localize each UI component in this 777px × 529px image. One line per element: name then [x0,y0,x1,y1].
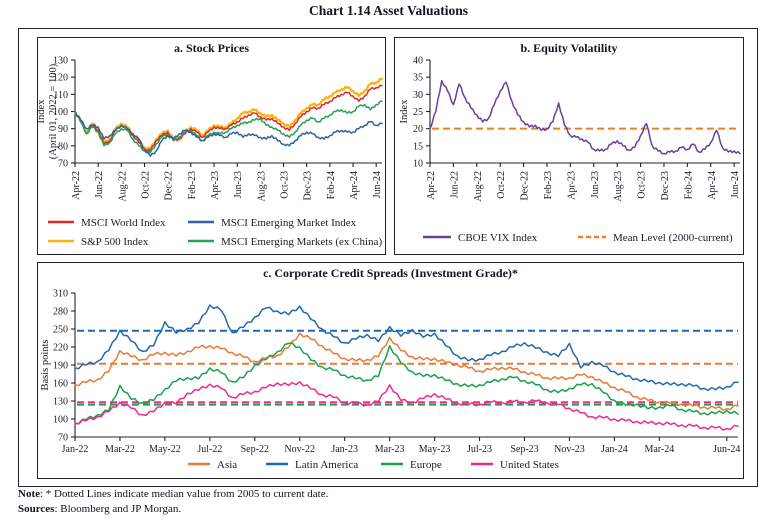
sources-text: Sources: Bloomberg and JP Morgan. [18,503,182,515]
svg-text:Sep-22: Sep-22 [241,444,269,455]
svg-text:Apr-22: Apr-22 [71,171,82,200]
svg-text:Basis points: Basis points [40,339,51,390]
note-text: Note: * Dotted Lines indicate median val… [18,488,329,500]
svg-text:250: 250 [53,325,68,336]
svg-text:Aug-23: Aug-23 [613,171,624,202]
panel-equity-volatility: b. Equity Volatility 10 15 20 25 30 35 40 Apr-2… [394,37,744,255]
svg-text:Jul-23: Jul-23 [467,444,492,455]
svg-text:Index: Index [399,99,410,124]
svg-text:Apr-22: Apr-22 [426,171,437,200]
svg-text:110: 110 [53,90,68,101]
svg-text:Feb-23: Feb-23 [187,171,198,199]
note-label: Note [18,488,40,500]
svg-text:Latin America: Latin America [295,459,358,471]
svg-text:Mar-24: Mar-24 [644,444,674,455]
svg-text:(April 01, 2022 = 100): (April 01, 2022 = 100) [48,63,59,159]
panel-b-title: b. Equity Volatility [520,41,618,55]
svg-text:MSCI Emerging Market Index: MSCI Emerging Market Index [221,217,357,229]
svg-text:Jun-24: Jun-24 [713,444,740,455]
svg-text:Aug-22: Aug-22 [473,171,484,202]
svg-text:30: 30 [413,90,423,101]
stock-prices-chart: 70 80 90 100 110 120 130 Apr-22 Jun-22 Aug-22 Oct-… [36,56,383,249]
credit-spreads-chart: 70 100 130 160 190 220 250 280 310 Jan-22 Mar-22 Ma… [40,289,740,472]
svg-text:Dec-22: Dec-22 [164,171,175,200]
svg-text:220: 220 [53,343,68,354]
svg-text:Jun-24: Jun-24 [372,171,383,198]
panel-credit-spreads: c. Corporate Credit Spreads (Investment … [37,262,744,479]
svg-text:Jan-23: Jan-23 [331,444,358,455]
svg-text:35: 35 [413,73,423,84]
svg-text:Jan-22: Jan-22 [62,444,89,455]
svg-text:25: 25 [413,107,423,118]
svg-text:Oct-23: Oct-23 [280,171,291,199]
svg-text:Mar-23: Mar-23 [375,444,405,455]
svg-text:Feb-24: Feb-24 [326,171,337,199]
svg-text:Jun-23: Jun-23 [233,171,244,198]
svg-text:Jun-22: Jun-22 [449,171,460,198]
svg-text:100: 100 [53,415,68,426]
svg-text:Oct-22: Oct-22 [496,171,507,199]
svg-text:United States: United States [500,459,559,471]
svg-text:Feb-24: Feb-24 [683,171,694,199]
svg-text:MSCI Emerging Markets (ex Chin: MSCI Emerging Markets (ex China) [221,236,382,248]
svg-text:MSCI World Index: MSCI World Index [81,217,166,229]
svg-text:CBOE VIX Index: CBOE VIX Index [458,232,538,244]
svg-text:Jun-24: Jun-24 [730,171,741,198]
svg-text:Dec-23: Dec-23 [303,171,314,200]
equity-volatility-chart: 10 15 20 25 30 35 40 Apr-22 Jun-22 Aug-22 Oct-22 De… [399,56,741,245]
svg-text:40: 40 [413,56,423,67]
svg-text:May-23: May-23 [419,444,451,455]
svg-text:130: 130 [53,56,68,67]
svg-text:Dec-22: Dec-22 [520,171,531,200]
svg-text:80: 80 [58,141,68,152]
sources-label: Sources [18,503,55,515]
svg-text:310: 310 [53,289,68,300]
svg-text:S&P 500 Index: S&P 500 Index [81,236,149,248]
svg-text:Apr-24: Apr-24 [349,171,360,200]
svg-text:130: 130 [53,397,68,408]
svg-text:Nov-22: Nov-22 [284,444,315,455]
svg-text:Sep-23: Sep-23 [510,444,538,455]
svg-text:Mean Level (2000-current): Mean Level (2000-current) [613,232,733,244]
svg-text:Aug-22: Aug-22 [117,171,128,202]
svg-text:10: 10 [413,159,423,170]
svg-text:Index: Index [36,99,47,124]
svg-text:Jun-22: Jun-22 [94,171,105,198]
panel-a-title: a. Stock Prices [174,41,249,55]
svg-text:190: 190 [53,361,68,372]
svg-text:Apr-23: Apr-23 [210,171,221,200]
svg-text:Apr-24: Apr-24 [707,171,718,200]
svg-text:Dec-23: Dec-23 [660,171,671,200]
panel-stock-prices: a. Stock Prices 70 80 90 100 110 120 130 Apr-22… [36,37,386,255]
svg-text:Jul-22: Jul-22 [197,444,222,455]
svg-text:May-22: May-22 [149,444,181,455]
svg-text:Mar-22: Mar-22 [105,444,135,455]
svg-text:70: 70 [58,159,68,170]
figure-title: Chart 1.14 Asset Valuations [308,3,469,18]
svg-text:120: 120 [53,73,68,84]
svg-text:Jun-23: Jun-23 [590,171,601,198]
svg-text:Feb-23: Feb-23 [543,171,554,199]
svg-text:20: 20 [413,124,423,135]
svg-text:Europe: Europe [410,459,442,471]
svg-text:Asia: Asia [217,459,237,471]
svg-text:70: 70 [58,433,68,444]
svg-text:15: 15 [413,141,423,152]
svg-text:Aug-23: Aug-23 [256,171,267,202]
svg-text:Jan-24: Jan-24 [601,444,628,455]
svg-text:Oct-23: Oct-23 [637,171,648,199]
svg-text:Nov-23: Nov-23 [554,444,585,455]
svg-text:280: 280 [53,307,68,318]
svg-text:160: 160 [53,379,68,390]
svg-text:Apr-23: Apr-23 [566,171,577,200]
panel-c-title: c. Corporate Credit Spreads (Investment … [263,266,518,280]
svg-text:100: 100 [53,107,68,118]
svg-text:90: 90 [58,124,68,135]
svg-text:Oct-22: Oct-22 [141,171,152,199]
